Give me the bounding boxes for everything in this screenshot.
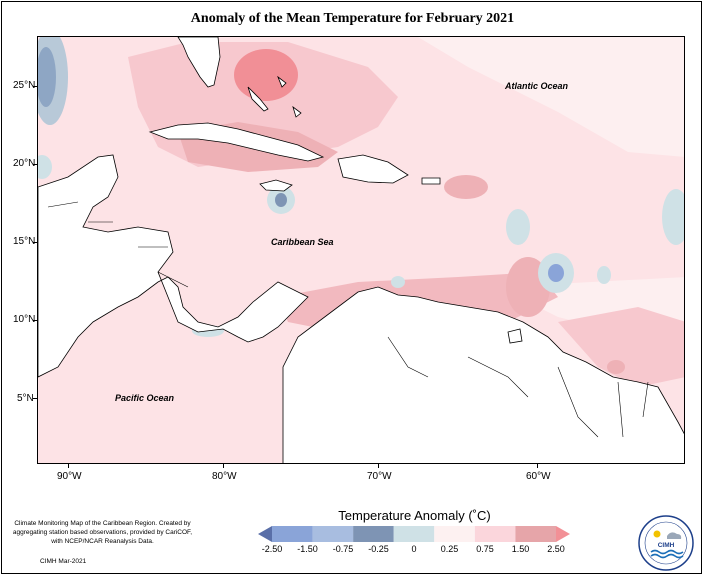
cimh-logo-icon: CIMH xyxy=(638,515,694,571)
legend-arrow-low xyxy=(258,526,272,542)
legend-tick-label: -2.50 xyxy=(261,544,283,554)
land-masses xyxy=(38,37,684,463)
y-tick xyxy=(33,398,37,399)
map-canvas xyxy=(38,37,684,463)
legend-tick-label: 0 xyxy=(411,544,417,554)
cool-spot-west xyxy=(38,155,52,179)
cool-spot-coast xyxy=(391,276,405,288)
central-america xyxy=(38,154,309,378)
legend-cells xyxy=(258,526,570,542)
y-tick xyxy=(33,320,37,321)
y-tick-label: 25°N xyxy=(13,80,36,91)
map-area xyxy=(37,36,685,464)
y-tick xyxy=(33,86,37,87)
warm-spot-leeward xyxy=(444,175,488,199)
legend-tick-label: -1.50 xyxy=(297,544,318,554)
y-tick-label: 15°N xyxy=(13,236,36,247)
legend-tick-label: -0.25 xyxy=(368,544,389,554)
cuba xyxy=(148,122,325,162)
y-tick xyxy=(33,164,37,165)
bahamas xyxy=(247,75,302,118)
cool-spot-east xyxy=(597,266,611,284)
atlantic-ocean-label: Atlantic Ocean xyxy=(505,81,569,91)
borders xyxy=(47,201,649,438)
credit-date: CIMH Mar-2021 xyxy=(40,558,87,565)
cool-spot-antilles xyxy=(506,209,530,245)
x-tick-label: 60°W xyxy=(526,471,551,482)
caribbean-sea-label: Caribbean Sea xyxy=(271,237,334,247)
cool-spot-northwest-core xyxy=(38,47,56,107)
x-tick-label: 70°W xyxy=(367,471,392,482)
legend-arrow-high xyxy=(556,526,570,542)
legend-title: Temperature Anomaly (˚C) xyxy=(338,508,491,523)
map-title: Anomaly of the Mean Temperature for Febr… xyxy=(190,11,515,26)
x-tick xyxy=(68,464,69,468)
credit-text: Climate Monitoring Map of the Caribbean … xyxy=(12,520,193,545)
x-tick-label: 80°W xyxy=(212,471,237,482)
legend-tick-label: 0.75 xyxy=(476,544,494,554)
south-america-borders xyxy=(387,336,649,438)
legend-cell xyxy=(515,526,556,542)
y-tick xyxy=(33,242,37,243)
legend-tick-label: -0.75 xyxy=(332,544,354,554)
legend-tick-label: 1.50 xyxy=(511,544,530,554)
legend-color-bar xyxy=(258,526,570,542)
x-tick xyxy=(537,464,538,468)
legend-cell xyxy=(312,526,354,542)
florida xyxy=(177,37,221,88)
legend-cell xyxy=(393,526,435,542)
cool-spot-jamaica-core xyxy=(275,193,287,207)
y-tick-label: 20°N xyxy=(13,158,36,169)
south-america xyxy=(282,286,684,463)
warm-zone-southeast xyxy=(558,307,684,387)
warm-spot-french-guiana xyxy=(607,360,625,374)
cool-spot-far-east xyxy=(662,189,684,245)
y-tick-label: 5°N xyxy=(17,393,34,404)
central-america-borders xyxy=(47,201,189,288)
svg-text:CIMH: CIMH xyxy=(658,542,675,549)
warm-spot-bahamas xyxy=(234,49,298,101)
pacific-ocean-label: Pacific Ocean xyxy=(115,393,175,403)
legend-tick-label: 0.25 xyxy=(440,544,459,554)
x-tick xyxy=(378,464,379,468)
legend-cell xyxy=(434,526,475,542)
x-tick-label: 90°W xyxy=(57,471,82,482)
puerto-rico xyxy=(421,177,441,185)
legend-cell xyxy=(272,526,313,542)
y-tick-label: 10°N xyxy=(13,314,36,325)
legend-cell xyxy=(474,526,516,542)
hispaniola xyxy=(337,154,409,184)
pale-zone-east xyxy=(418,37,684,157)
cool-spot-barbados-core xyxy=(548,264,564,282)
legend-tick-label: 2.50 xyxy=(547,544,565,554)
x-tick xyxy=(223,464,224,468)
jamaica xyxy=(259,179,293,192)
trinidad xyxy=(507,328,523,344)
legend-cell xyxy=(353,526,394,542)
